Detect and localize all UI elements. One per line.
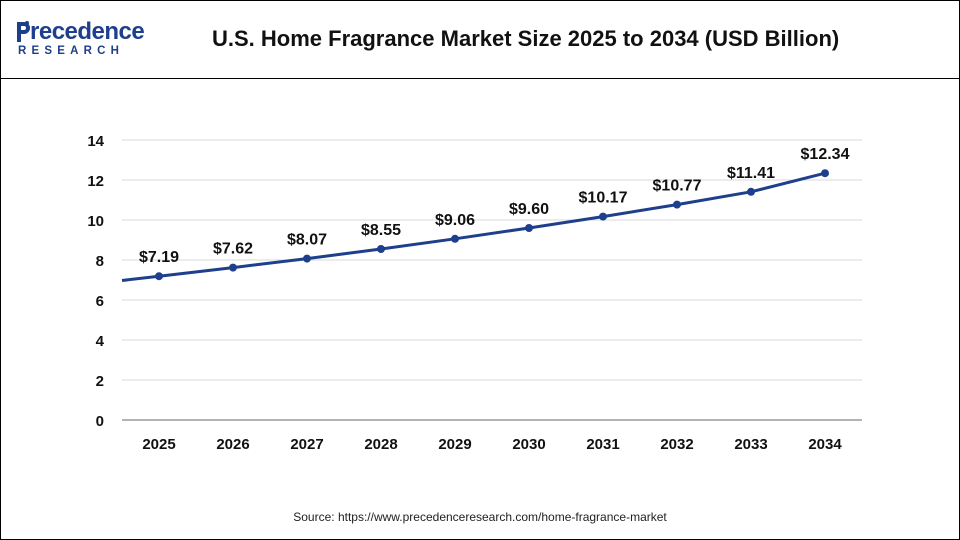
- data-point: [673, 200, 681, 209]
- y-tick-label: 8: [96, 253, 104, 270]
- x-tick-label: 2025: [142, 436, 175, 453]
- x-tick-label: 2033: [734, 436, 767, 453]
- y-tick-label: 4: [96, 333, 105, 350]
- chart-title: U.S. Home Fragrance Market Size 2025 to …: [212, 26, 840, 51]
- data-point: [747, 187, 755, 196]
- data-point: [303, 254, 311, 263]
- data-point: [451, 234, 459, 243]
- y-tick-label: 14: [87, 133, 104, 150]
- logo-wordmark: recedence: [16, 18, 145, 46]
- data-point: [599, 212, 607, 221]
- data-label: $10.77: [653, 178, 702, 195]
- y-tick-label: 12: [87, 173, 104, 190]
- header: recedence RESEARCH U.S. Home Fragrance M…: [0, 0, 960, 79]
- data-label: $9.60: [509, 201, 549, 218]
- source-note: Source: https://www.precedenceresearch.c…: [293, 510, 667, 524]
- data-point: [525, 224, 533, 232]
- data-label: $8.55: [361, 222, 401, 239]
- x-tick-label: 2032: [660, 436, 693, 453]
- data-label: $9.06: [435, 212, 475, 229]
- x-tick-label: 2029: [438, 436, 471, 453]
- x-tick-label: 2034: [808, 436, 842, 453]
- logo-p-icon: [16, 20, 30, 42]
- x-tick-label: 2028: [364, 436, 397, 453]
- y-tick-label: 2: [96, 373, 104, 390]
- y-tick-label: 10: [87, 213, 104, 230]
- data-label: $12.34: [801, 146, 850, 163]
- data-point: [155, 272, 163, 281]
- x-tick-label: 2027: [290, 436, 323, 453]
- x-tick-label: 2026: [216, 436, 249, 453]
- data-label: $7.19: [139, 249, 179, 266]
- brand-logo: recedence RESEARCH: [16, 18, 156, 62]
- data-label: $8.07: [287, 232, 327, 249]
- data-point: [229, 263, 237, 272]
- data-label: $10.17: [579, 190, 628, 207]
- data-label: $7.62: [213, 241, 253, 258]
- data-point: [821, 169, 829, 178]
- data-label: $11.41: [727, 165, 775, 182]
- y-tick-label: 6: [96, 293, 104, 310]
- data-point: [377, 245, 385, 253]
- x-tick-label: 2030: [512, 436, 545, 453]
- logo-bottom-text: RESEARCH: [18, 45, 125, 57]
- y-tick-label: 0: [96, 413, 104, 430]
- x-tick-label: 2031: [586, 436, 619, 453]
- logo-top-text: recedence: [30, 18, 145, 45]
